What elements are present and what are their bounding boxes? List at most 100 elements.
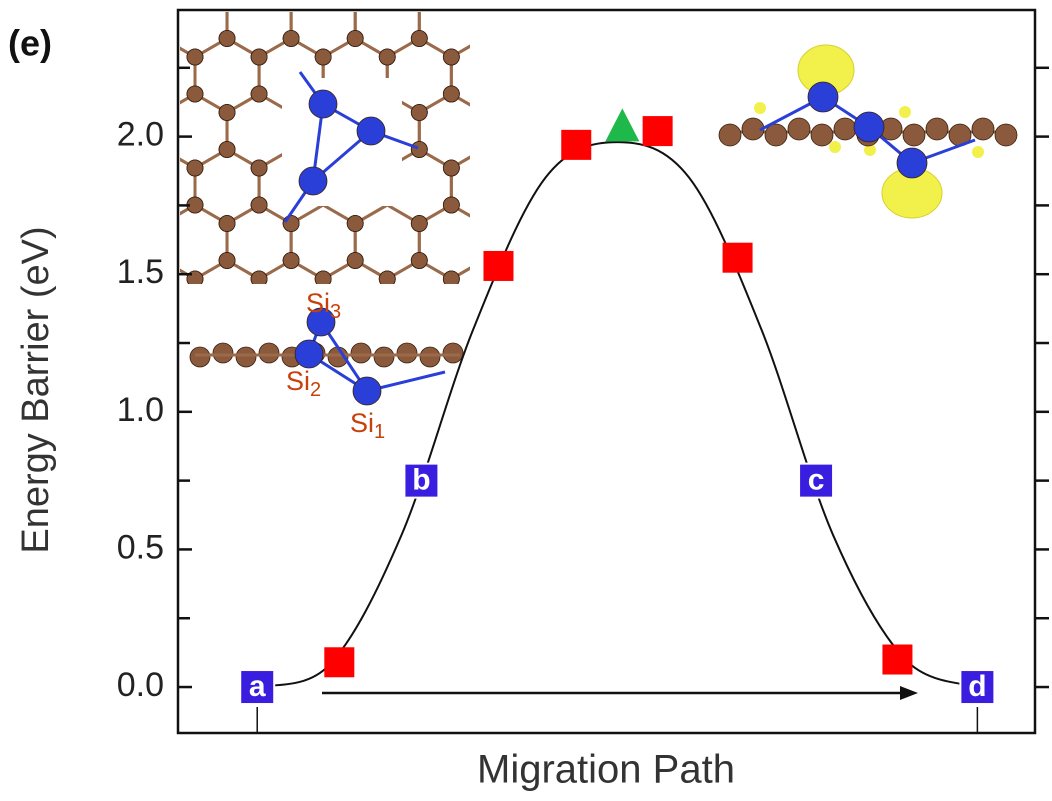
atom (219, 327, 235, 343)
bond (676, 316, 708, 335)
atom (251, 308, 267, 324)
atom (475, 438, 491, 454)
atom (604, 364, 620, 380)
atom (155, 327, 171, 343)
atom (315, 49, 331, 65)
bond (483, 0, 515, 2)
bond (547, 205, 579, 224)
bond (259, 316, 291, 335)
atom (379, 493, 395, 509)
bond (580, 261, 612, 280)
atom (420, 347, 440, 367)
atom (475, 105, 491, 121)
bond (483, 205, 515, 224)
bond (483, 316, 515, 335)
bond (163, 0, 195, 2)
bond (580, 39, 612, 58)
atom (251, 493, 267, 509)
atom (315, 493, 331, 509)
bond (515, 372, 547, 391)
atom (315, 419, 331, 435)
bond (483, 205, 515, 224)
atom (572, 382, 588, 398)
bond (547, 483, 579, 502)
bond (131, 427, 163, 446)
atom (475, 105, 491, 121)
atom (700, 382, 716, 398)
bond (451, 0, 483, 2)
bond (227, 316, 259, 335)
bond (644, 205, 676, 224)
atom (379, 271, 395, 287)
atom (507, 86, 523, 102)
bond (99, 316, 131, 335)
atom (219, 438, 235, 454)
atom (347, 438, 363, 454)
atom (283, 327, 299, 343)
atom (507, 419, 523, 435)
y-tick-label: 0.0 (117, 666, 164, 704)
bond (291, 483, 323, 502)
atom (926, 118, 948, 140)
atom-label: Si3 (306, 288, 341, 323)
atom (604, 31, 620, 47)
bond (515, 427, 547, 446)
atom (572, 493, 588, 509)
bond (644, 261, 676, 280)
bond (259, 0, 291, 2)
atom (572, 271, 588, 287)
atom (475, 438, 491, 454)
atom (668, 253, 684, 269)
atom (155, 475, 171, 491)
atom (411, 0, 427, 10)
bond (451, 316, 483, 335)
atom (636, 160, 652, 176)
atom (475, 216, 491, 232)
atom (668, 438, 684, 454)
bond (323, 0, 355, 2)
bond (644, 316, 676, 335)
lattice (91, 0, 716, 509)
atom (507, 308, 523, 324)
atom (155, 364, 171, 380)
atom (347, 327, 363, 343)
atom (507, 419, 523, 435)
atom (572, 308, 588, 324)
bond (580, 483, 612, 502)
atom (219, 364, 235, 380)
atom (636, 271, 652, 287)
atom (251, 308, 267, 324)
bond (483, 427, 515, 446)
bond (547, 39, 579, 58)
atom (539, 475, 555, 491)
bond (131, 427, 163, 446)
bond (195, 372, 227, 391)
atom (475, 364, 491, 380)
atom (668, 31, 684, 47)
atom (213, 343, 233, 363)
bond (515, 150, 547, 169)
atom (123, 308, 139, 324)
bond (515, 261, 547, 280)
atom (854, 112, 884, 142)
bond (612, 150, 644, 169)
atom (251, 419, 267, 435)
atom (219, 253, 235, 269)
atom (443, 86, 459, 102)
atom (507, 197, 523, 213)
bond (131, 316, 163, 335)
bond (644, 39, 676, 58)
bond (387, 427, 419, 446)
atom (347, 475, 363, 491)
image-marker (561, 130, 591, 160)
atom (507, 49, 523, 65)
atom (604, 253, 620, 269)
atom (475, 142, 491, 158)
atom (572, 308, 588, 324)
atom (539, 31, 555, 47)
bond (547, 427, 579, 446)
bond (515, 261, 547, 280)
bond (227, 372, 259, 391)
bond (387, 316, 419, 335)
bond (259, 427, 291, 446)
